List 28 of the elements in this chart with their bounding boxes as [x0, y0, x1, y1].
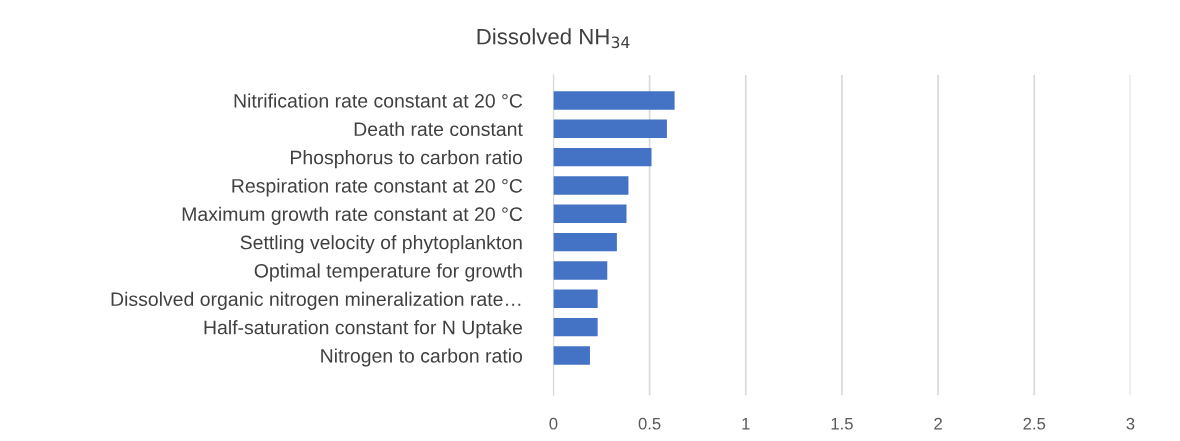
bar [553, 176, 629, 195]
x-tick-label: 0 [549, 417, 558, 430]
x-tick-label: 2 [934, 417, 942, 430]
y-tick-label: Nitrogen to carbon ratio [321, 348, 523, 367]
bar [553, 91, 675, 110]
x-tick-label: 2.5 [1023, 417, 1046, 430]
bar [553, 147, 652, 167]
chart-title: Dissolved NH$_{34}$ [477, 28, 630, 49]
x-tick-label: 3 [1126, 417, 1135, 430]
y-tick-label: Respiration rate constant at 20 °C [232, 178, 523, 197]
bar [553, 204, 627, 224]
y-tick-label: Dissolved organic nitrogen mineralization rate… [111, 291, 521, 310]
y-tick-label: Phosphorus to carbon ratio [291, 150, 523, 169]
y-tick-label: Maximum growth rate constant at 20 °C [182, 206, 523, 225]
x-tick-label: 1 [742, 417, 750, 430]
bar [553, 232, 617, 252]
x-tick-label: 1.5 [831, 417, 853, 430]
y-tick-label: Nitrification rate constant at 20 °C [234, 93, 523, 108]
bar [553, 119, 667, 139]
y-tick-label: Optimal temperature for growth [254, 263, 522, 282]
y-tick-label: Settling velocity of phytoplankton [240, 235, 522, 254]
y-tick-label: Death rate constant [354, 121, 523, 137]
y-tick-label: Half-saturation constant for N Uptake [204, 320, 523, 339]
bar [553, 261, 608, 280]
bar [553, 317, 598, 337]
bar [553, 346, 590, 365]
bar [553, 289, 598, 309]
x-tick-label: 0.5 [638, 417, 661, 430]
